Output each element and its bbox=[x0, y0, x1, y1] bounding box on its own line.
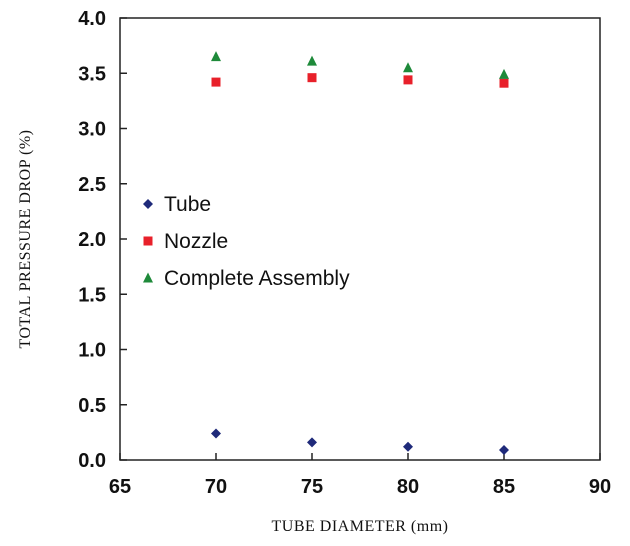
tube-point bbox=[307, 437, 317, 448]
y-tick-label: 2.5 bbox=[78, 174, 106, 196]
complete-assembly-point bbox=[403, 62, 413, 73]
data-points bbox=[211, 51, 509, 456]
y-axis: 0.0 0.5 1.0 1.5 2.0 2.5 3.0 3.5 4.0 bbox=[78, 8, 127, 472]
legend-marker-nozzle bbox=[143, 236, 153, 246]
legend-marker-tube bbox=[143, 199, 153, 209]
x-tick-label: 70 bbox=[205, 476, 227, 498]
x-axis: 65 70 75 80 85 90 bbox=[109, 453, 611, 498]
legend-label-tube: Tube bbox=[164, 193, 211, 216]
nozzle-point bbox=[499, 78, 509, 88]
y-tick-label: 3.5 bbox=[78, 63, 106, 85]
x-axis-title: TUBE DIAMETER (mm) bbox=[272, 518, 449, 535]
y-tick-label: 3.0 bbox=[78, 119, 106, 141]
complete-assembly-point bbox=[499, 68, 509, 79]
tube-point bbox=[211, 428, 221, 439]
complete-assembly-point bbox=[211, 51, 221, 62]
x-tick-label: 65 bbox=[109, 476, 131, 498]
y-tick-label: 0.5 bbox=[78, 395, 106, 417]
legend-label-nozzle: Nozzle bbox=[164, 230, 228, 253]
y-tick-label: 4.0 bbox=[78, 8, 106, 30]
x-tick-label: 85 bbox=[493, 476, 515, 498]
nozzle-point bbox=[307, 73, 317, 83]
y-tick-label: 1.0 bbox=[78, 340, 106, 362]
y-tick-label: 2.0 bbox=[78, 229, 106, 251]
complete-assembly-point bbox=[307, 55, 317, 66]
tube-point bbox=[403, 441, 413, 452]
y-tick-label: 1.5 bbox=[78, 284, 106, 306]
nozzle-point bbox=[211, 77, 221, 87]
x-tick-label: 75 bbox=[301, 476, 323, 498]
y-tick-label: 0.0 bbox=[78, 450, 106, 472]
legend-marker-complete-assembly bbox=[143, 272, 153, 283]
tube-point bbox=[499, 445, 509, 456]
y-axis-title: TOTAL PRESSURE DROP (%) bbox=[17, 130, 34, 349]
legend-label-complete-assembly: Complete Assembly bbox=[164, 267, 350, 290]
nozzle-point bbox=[403, 75, 413, 85]
legend: Tube Nozzle Complete Assembly bbox=[143, 193, 350, 290]
x-tick-label: 90 bbox=[589, 476, 611, 498]
x-tick-label: 80 bbox=[397, 476, 419, 498]
